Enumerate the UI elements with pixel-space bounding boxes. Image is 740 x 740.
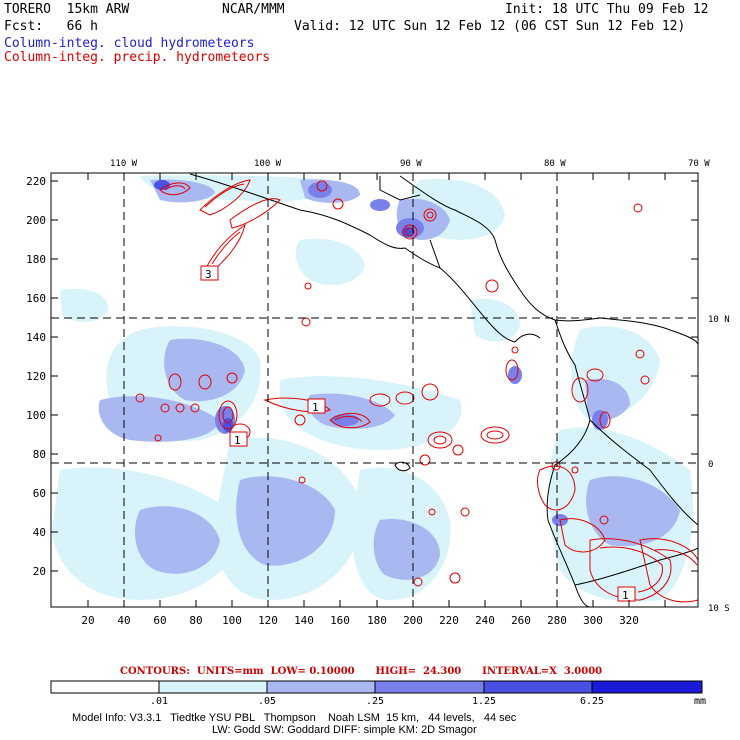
valid-time: Valid: 12 UTC Sun 12 Feb 12 (06 CST Sun … — [294, 19, 686, 34]
init-time: Init: 18 UTC Thu 09 Feb 12 — [505, 2, 709, 17]
y-tick-label: 120 — [26, 370, 46, 383]
color-bar-label: 6.25 — [580, 696, 604, 707]
x-tick-label: 100 — [222, 614, 242, 627]
y-tick-label: 100 — [26, 409, 46, 422]
model-title: TORERO 15km ARW — [4, 2, 130, 17]
contour-info: CONTOURS: UNITS=mm LOW= 0.10000 HIGH= 24… — [120, 666, 603, 677]
x-tick-label: 80 — [189, 614, 202, 627]
x-tick-label: 300 — [583, 614, 603, 627]
color-bar-segment — [158, 680, 268, 694]
lon-label: 70 W — [688, 159, 710, 169]
contour-box-label: 1 — [312, 401, 319, 414]
color-bar-segment — [50, 680, 160, 694]
field-precip-label: Column-integ. precip. hydrometeors — [4, 50, 271, 65]
contour-box-label: 1 — [234, 434, 241, 447]
x-tick-label: 40 — [117, 614, 130, 627]
y-tick-label: 200 — [26, 214, 46, 227]
lon-label: 110 W — [110, 159, 138, 169]
lon-label: 100 W — [254, 159, 282, 169]
color-bar-segment — [374, 680, 485, 694]
color-bar-label: .01 — [150, 696, 168, 707]
center-title: NCAR/MMM — [222, 2, 285, 17]
x-tick-label: 240 — [475, 614, 495, 627]
y-tick-label: 20 — [33, 565, 46, 578]
y-tick-label: 40 — [33, 526, 46, 539]
model-info-line1: Model Info: V3.3.1 Tiedtke YSU PBL Thomp… — [72, 712, 517, 724]
lat-label: 10 N — [708, 315, 730, 325]
x-tick-label: 260 — [511, 614, 531, 627]
field-cloud-label: Column-integ. cloud hydrometeors — [4, 36, 255, 51]
color-bar-segment — [266, 680, 376, 694]
color-bar — [50, 680, 703, 694]
x-tick-label: 220 — [439, 614, 459, 627]
y-tick-label: 180 — [26, 253, 46, 266]
color-bar-segment — [483, 680, 593, 694]
forecast-hour: Fcst: 66 h — [4, 19, 98, 34]
color-bar-label: .25 — [366, 696, 384, 707]
lon-label: 90 W — [400, 159, 422, 169]
lat-label: 10 S — [708, 604, 730, 614]
x-tick-label: 60 — [153, 614, 166, 627]
x-tick-label: 120 — [258, 614, 278, 627]
y-tick-label: 220 — [26, 175, 46, 188]
x-tick-label: 20 — [81, 614, 94, 627]
color-bar-segment — [591, 680, 703, 694]
lat-lon-grid — [51, 173, 698, 607]
contour-label-boxes — [200, 265, 636, 602]
lon-label: 80 W — [544, 159, 566, 169]
color-bar-unit: mm — [694, 696, 706, 707]
y-ticks — [51, 180, 698, 572]
color-bar-label: .05 — [258, 696, 276, 707]
lat-label: 0 — [708, 460, 713, 470]
contour-box-label: 1 — [622, 589, 629, 602]
x-tick-label: 140 — [294, 614, 314, 627]
cloud-field: 3 1 1 1 — [51, 173, 698, 607]
x-tick-label: 160 — [330, 614, 350, 627]
model-info-line2: LW: Godd SW: Goddard DIFF: simple KM: 2D… — [212, 724, 477, 736]
y-tick-label: 160 — [26, 292, 46, 305]
y-tick-label: 80 — [33, 448, 46, 461]
precip-contours — [135, 179, 698, 603]
contour-box-label: 3 — [205, 268, 212, 281]
x-ticks — [87, 173, 666, 607]
y-tick-label: 140 — [26, 331, 46, 344]
x-tick-label: 180 — [367, 614, 387, 627]
color-bar-label: 1.25 — [472, 696, 496, 707]
x-tick-label: 200 — [403, 614, 423, 627]
x-tick-label: 280 — [547, 614, 567, 627]
y-tick-label: 60 — [33, 487, 46, 500]
x-tick-label: 320 — [619, 614, 639, 627]
map-frame — [50, 172, 699, 608]
